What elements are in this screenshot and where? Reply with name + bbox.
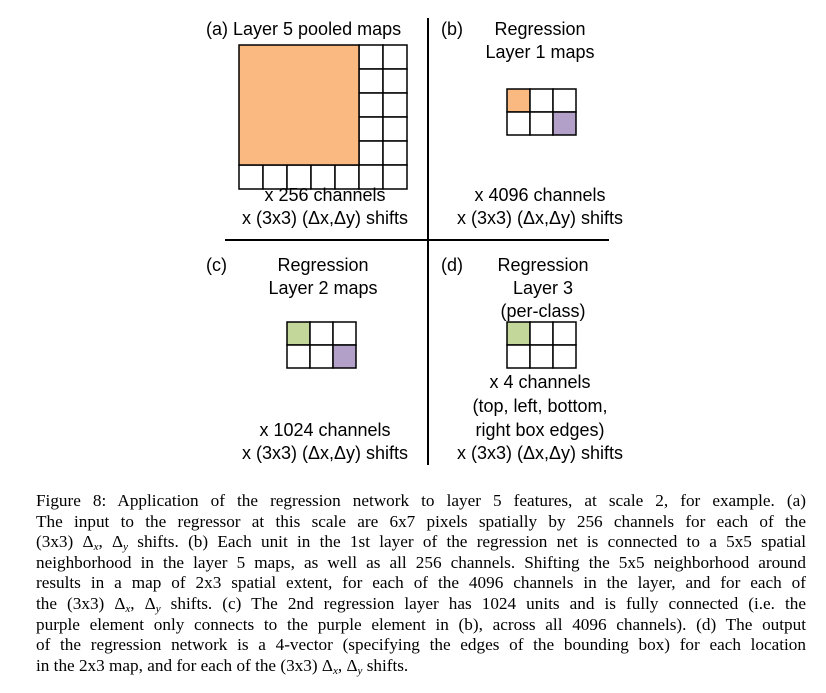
- panel-b-regression-layer1-grid: [506, 88, 577, 136]
- map-cell: [552, 344, 577, 369]
- map-cell: [529, 111, 554, 136]
- map-cell: [286, 344, 311, 369]
- caption-line: The input to the regressor at this scale…: [36, 511, 806, 531]
- panel-c-channels: x 1024 channels: [259, 420, 391, 440]
- panel-c-title-line1: Regression: [277, 255, 369, 275]
- panel-b-title-line1: Regression: [494, 19, 586, 39]
- panel-c-shifts: x (3x3) (Δx,Δy) shifts: [241, 443, 409, 463]
- purple-cell: [552, 111, 577, 136]
- purple-cell: [332, 344, 357, 369]
- caption-line: (3x3) Δx, Δy shifts. (b) Each unit in th…: [36, 532, 807, 554]
- panel-d-edges-line1: (top, left, bottom,: [472, 396, 608, 416]
- panel-a-channels: x 256 channels: [264, 185, 386, 205]
- map-cell: [529, 321, 554, 346]
- panel-d-edges-line2: right box edges): [475, 420, 605, 440]
- panel-d-title-line1: Regression: [497, 255, 589, 275]
- layer5-cell: [382, 44, 408, 70]
- green-cell: [286, 321, 311, 346]
- map-cell: [552, 88, 577, 113]
- map-cell: [332, 321, 357, 346]
- caption-line: neighborhood in the layer 5 maps, as wel…: [36, 552, 806, 572]
- quadrant-divider-horizontal: [225, 239, 609, 241]
- caption-line: of the regression network is a 4-vector …: [36, 635, 806, 655]
- figure-caption: Figure 8: Application of the regression …: [36, 491, 806, 676]
- quadrant-divider-vertical: [427, 18, 429, 465]
- caption-line: Figure 8: Application of the regression …: [36, 491, 806, 510]
- panel-c-prefix: (c): [206, 255, 227, 275]
- layer5-cell: [382, 92, 408, 118]
- map-cell: [552, 321, 577, 346]
- panel-a-title: (a) Layer 5 pooled maps: [206, 19, 402, 39]
- panel-d-title-line3: (per-class): [500, 301, 586, 321]
- map-cell: [309, 344, 334, 369]
- panel-b-prefix: (b): [441, 19, 463, 39]
- map-cell: [309, 321, 334, 346]
- layer5-cell: [358, 116, 384, 142]
- panel-b-title-line2: Layer 1 maps: [485, 42, 595, 62]
- caption-line: purple element only connects to the purp…: [36, 614, 806, 634]
- layer5-cell: [238, 164, 264, 190]
- panel-c-regression-layer2-grid: [286, 321, 357, 369]
- map-cell: [529, 344, 554, 369]
- panel-d-regression-layer3-grid: [506, 321, 577, 369]
- caption-line: the (3x3) Δx, Δy shifts. (c) The 2nd reg…: [36, 593, 807, 615]
- layer5-cell: [358, 92, 384, 118]
- layer5-cell: [358, 44, 384, 70]
- layer5-cell: [358, 68, 384, 94]
- layer5-cell: [382, 164, 408, 190]
- layer5-cell: [358, 140, 384, 166]
- panel-d-shifts: x (3x3) (Δx,Δy) shifts: [456, 443, 624, 463]
- panel-d-channels: x 4 channels: [489, 372, 591, 392]
- map-cell: [529, 88, 554, 113]
- layer5-cell: [382, 140, 408, 166]
- panel-b-shifts: x (3x3) (Δx,Δy) shifts: [456, 208, 624, 228]
- layer5-cell: [262, 164, 288, 190]
- map-cell: [506, 111, 531, 136]
- panel-b-channels: x 4096 channels: [474, 185, 606, 205]
- panel-d-title-line2: Layer 3: [512, 278, 574, 298]
- panel-c-title-line2: Layer 2 maps: [268, 278, 378, 298]
- layer5-neighborhood-5x5: [238, 44, 360, 166]
- layer5-cell: [382, 68, 408, 94]
- panel-a-layer5-grid: [238, 44, 408, 190]
- caption-line: results in a map of 2x3 spatial extent, …: [36, 573, 806, 593]
- panel-d-prefix: (d): [441, 255, 463, 275]
- green-cell: [506, 321, 531, 346]
- panel-a-shifts: x (3x3) (Δx,Δy) shifts: [241, 208, 409, 228]
- layer5-cell: [382, 116, 408, 142]
- map-cell: [506, 344, 531, 369]
- caption-line: in the 2x3 map, and for each of the (3x3…: [36, 655, 409, 677]
- orange-cell: [506, 88, 531, 113]
